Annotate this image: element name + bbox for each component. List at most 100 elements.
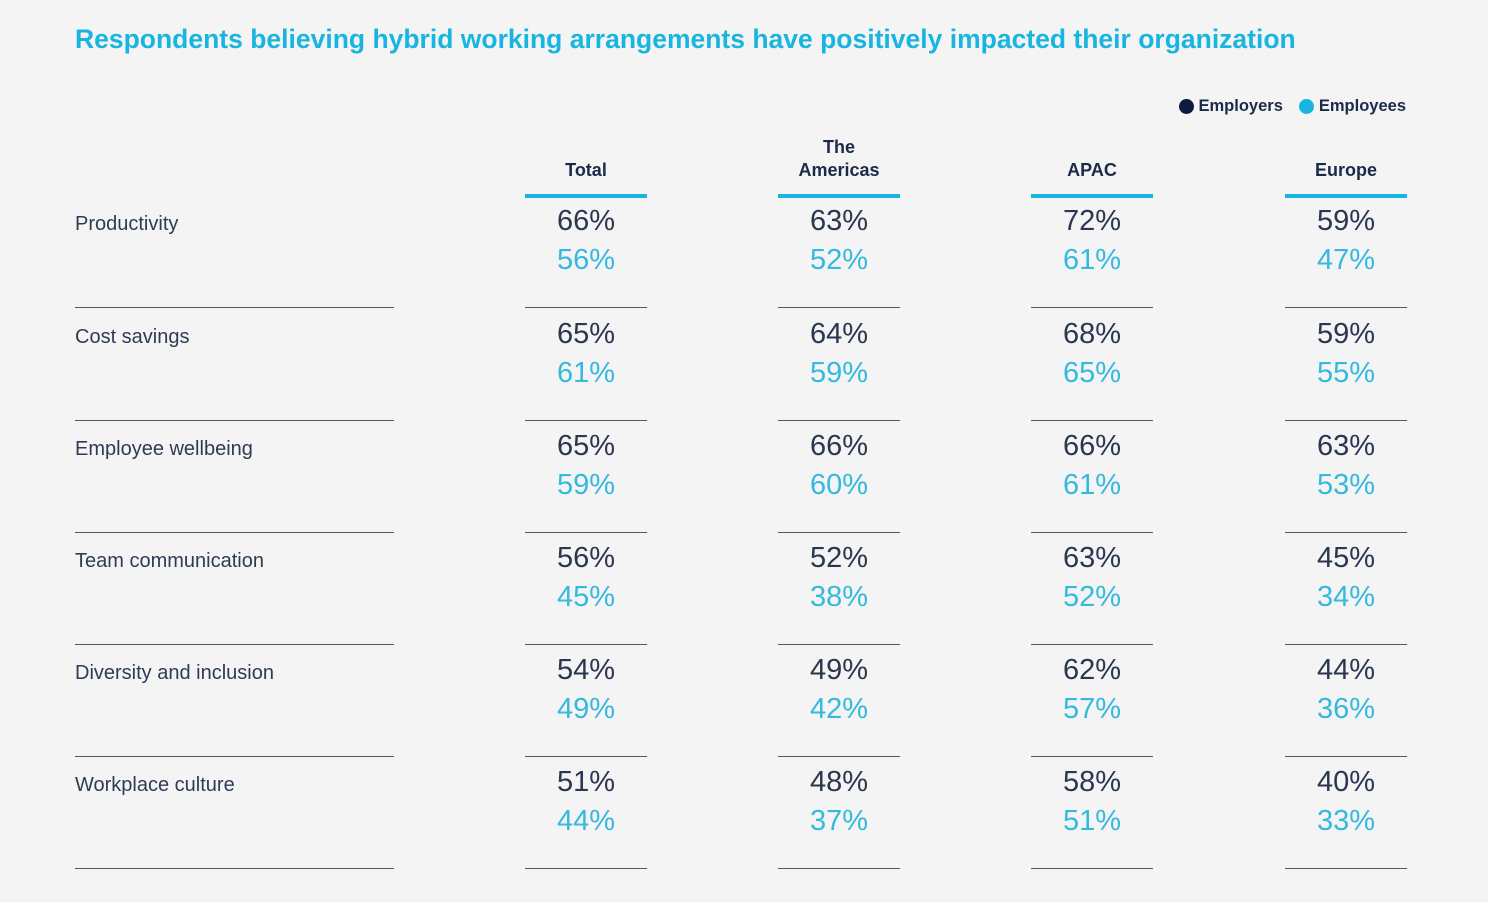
column-header-underline — [1285, 194, 1407, 198]
table-cell: 62% 57% — [1031, 654, 1153, 757]
legend-item-employees: Employees — [1298, 97, 1406, 116]
employers-value: 66% — [556, 205, 616, 237]
column-header-label: Europe — [1314, 160, 1377, 180]
employees-value: 36% — [1316, 693, 1376, 725]
table-cell: 40% 33% — [1285, 766, 1407, 869]
employers-value: 65% — [556, 318, 616, 350]
employees-value: 33% — [1316, 805, 1376, 837]
employers-value: 56% — [556, 542, 616, 574]
employers-value: 72% — [1062, 205, 1122, 237]
employees-value: 37% — [809, 805, 869, 837]
table-cell: 44% 36% — [1285, 654, 1407, 757]
employees-value: 53% — [1316, 469, 1376, 501]
chart-title: Respondents believing hybrid working arr… — [75, 24, 1296, 54]
row-label: Team communication — [75, 550, 394, 645]
row-label: Employee wellbeing — [75, 438, 394, 533]
employees-value: 44% — [556, 805, 616, 837]
employees-value: 45% — [556, 581, 616, 613]
table-cell: 66% 61% — [1031, 430, 1153, 533]
row-label-text: Employee wellbeing — [75, 438, 253, 460]
employees-value: 61% — [1062, 244, 1122, 276]
row-label: Productivity — [75, 213, 394, 308]
employees-dot-icon — [1298, 99, 1314, 114]
employees-value: 56% — [556, 244, 616, 276]
table-cell: 49% 42% — [778, 654, 900, 757]
employees-value: 52% — [809, 244, 869, 276]
employers-dot-icon — [1178, 99, 1194, 114]
employees-value: 60% — [809, 469, 869, 501]
employees-value: 47% — [1316, 244, 1376, 276]
employers-value: 64% — [809, 318, 869, 350]
employees-value: 55% — [1316, 357, 1376, 389]
employees-value: 57% — [1062, 693, 1122, 725]
row-label-text: Team communication — [75, 550, 264, 572]
table-cell: 59% 47% — [1285, 205, 1407, 308]
employers-value: 51% — [556, 766, 616, 798]
table-cell: 51% 44% — [525, 766, 647, 869]
column-header: The Americas — [778, 136, 900, 198]
row-label: Cost savings — [75, 326, 394, 421]
employers-value: 58% — [1062, 766, 1122, 798]
employers-value: 45% — [1316, 542, 1376, 574]
employers-value: 54% — [556, 654, 616, 686]
employees-value: 38% — [809, 581, 869, 613]
column-header: APAC — [1031, 136, 1153, 198]
employers-value: 62% — [1062, 654, 1122, 686]
employers-value: 48% — [809, 766, 869, 798]
column-header-label: APAC — [1067, 160, 1117, 180]
table-cell: 72% 61% — [1031, 205, 1153, 308]
table-cell: 58% 51% — [1031, 766, 1153, 869]
employers-value: 68% — [1062, 318, 1122, 350]
table-cell: 54% 49% — [525, 654, 647, 757]
employees-value: 51% — [1062, 805, 1122, 837]
employers-value: 63% — [1316, 430, 1376, 462]
table-cell: 68% 65% — [1031, 318, 1153, 421]
row-label-text: Workplace culture — [75, 774, 235, 796]
employees-value: 59% — [556, 469, 616, 501]
row-label-text: Productivity — [75, 213, 179, 235]
table-cell: 66% 56% — [525, 205, 647, 308]
legend-label-employers: Employers — [1198, 97, 1283, 115]
table-cell: 56% 45% — [525, 542, 647, 645]
employers-value: 66% — [809, 430, 869, 462]
row-label: Workplace culture — [75, 774, 394, 869]
employers-value: 49% — [809, 654, 869, 686]
employees-value: 49% — [556, 693, 616, 725]
table-cell: 64% 59% — [778, 318, 900, 421]
employers-value: 63% — [809, 205, 869, 237]
employees-value: 34% — [1316, 581, 1376, 613]
employees-value: 61% — [1062, 469, 1122, 501]
row-label: Diversity and inclusion — [75, 662, 394, 757]
legend: Employers Employees — [1163, 97, 1406, 116]
employers-value: 40% — [1316, 766, 1376, 798]
column-header-underline — [778, 194, 900, 198]
column-header-underline — [525, 194, 647, 198]
column-header-underline — [1031, 194, 1153, 198]
table-cell: 52% 38% — [778, 542, 900, 645]
table-cell: 45% 34% — [1285, 542, 1407, 645]
employees-value: 65% — [1062, 357, 1122, 389]
table-cell: 66% 60% — [778, 430, 900, 533]
employers-value: 65% — [556, 430, 616, 462]
column-header: Europe — [1285, 136, 1407, 198]
legend-item-employers: Employers — [1178, 97, 1283, 116]
employees-value: 59% — [809, 357, 869, 389]
table-cell: 59% 55% — [1285, 318, 1407, 421]
employers-value: 52% — [809, 542, 869, 574]
column-header: Total — [525, 136, 647, 198]
employers-value: 66% — [1062, 430, 1122, 462]
table-cell: 65% 61% — [525, 318, 647, 421]
column-header-label: Total — [565, 160, 607, 180]
employees-value: 52% — [1062, 581, 1122, 613]
table-cell: 63% 52% — [778, 205, 900, 308]
employers-value: 44% — [1316, 654, 1376, 686]
table-cell: 63% 52% — [1031, 542, 1153, 645]
legend-label-employees: Employees — [1318, 97, 1406, 115]
row-label-text: Diversity and inclusion — [75, 662, 274, 684]
table-cell: 63% 53% — [1285, 430, 1407, 533]
employees-value: 61% — [556, 357, 616, 389]
employers-value: 59% — [1316, 318, 1376, 350]
employees-value: 42% — [809, 693, 869, 725]
row-label-text: Cost savings — [75, 326, 190, 348]
column-header-label: The Americas — [798, 137, 880, 180]
